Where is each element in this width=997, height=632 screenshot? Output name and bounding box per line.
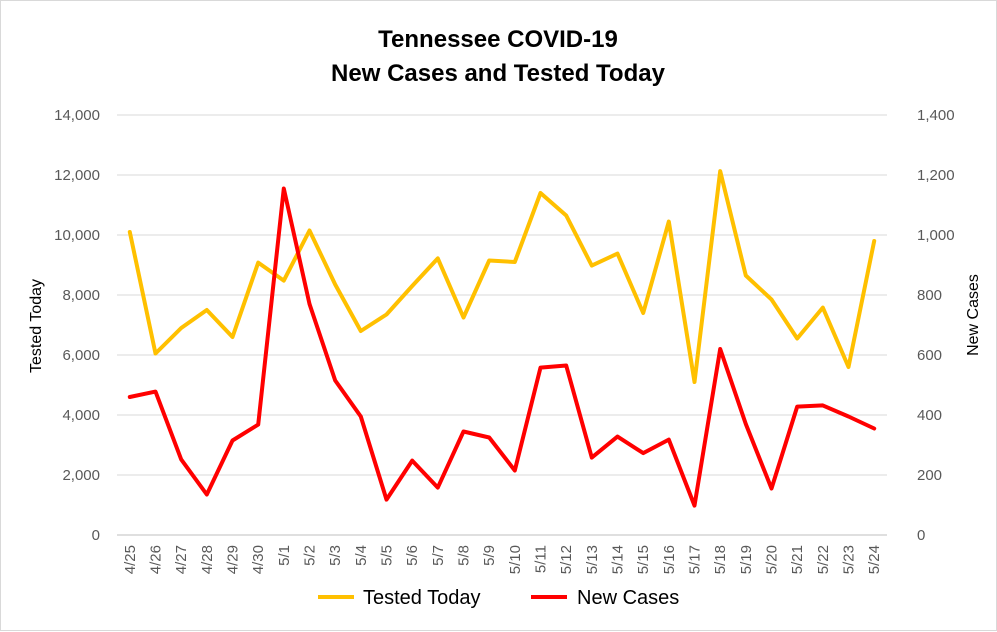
x-tick-label: 5/13 — [584, 545, 601, 574]
y-left-axis-title: Tested Today — [28, 279, 45, 373]
legend-label-tested-today: Tested Today — [363, 587, 481, 609]
x-tick-label: 5/22 — [815, 545, 832, 574]
x-tick-label: 5/3 — [327, 545, 344, 566]
y-right-tick-label: 200 — [917, 467, 942, 484]
x-tick-label: 4/26 — [148, 545, 165, 574]
x-tick-label: 5/20 — [764, 545, 781, 574]
y-right-tick-label: 400 — [917, 407, 942, 424]
legend-label-new-cases: New Cases — [577, 587, 679, 609]
y-right-tick-label: 0 — [917, 527, 925, 544]
x-tick-label: 5/21 — [789, 545, 806, 574]
x-tick-label: 5/8 — [456, 545, 473, 566]
x-tick-label: 5/2 — [302, 545, 319, 566]
x-tick-label: 4/30 — [250, 545, 267, 574]
x-tick-label: 5/6 — [404, 545, 421, 566]
x-tick-label: 5/7 — [430, 545, 447, 566]
x-tick-label: 5/14 — [610, 545, 627, 574]
x-tick-label: 4/25 — [122, 545, 139, 574]
x-tick-label: 5/17 — [687, 545, 704, 574]
y-left-tick-label: 12,000 — [54, 167, 100, 184]
series-line-new-cases — [127, 186, 877, 508]
x-tick-label: 4/27 — [173, 545, 190, 574]
x-tick-label: 5/16 — [661, 545, 678, 574]
y-left-tick-label: 14,000 — [54, 107, 100, 124]
x-tick-label: 5/9 — [481, 545, 498, 566]
y-left-tick-label: 6,000 — [62, 347, 100, 364]
x-tick-label: 5/19 — [738, 545, 755, 574]
y-right-axis-title: New Cases — [965, 274, 982, 356]
y-right-tick-label: 1,200 — [917, 167, 955, 184]
y-left-tick-label: 4,000 — [62, 407, 100, 424]
x-tick-label: 5/24 — [866, 545, 883, 574]
y-right-tick-label: 1,000 — [917, 227, 955, 244]
y-right-tick-label: 1,400 — [917, 107, 955, 124]
x-tick-label: 5/1 — [276, 545, 293, 566]
x-tick-label: 5/5 — [379, 545, 396, 566]
x-tick-label: 4/29 — [225, 545, 242, 574]
x-tick-label: 5/18 — [712, 545, 729, 574]
y-left-tick-label: 8,000 — [62, 287, 100, 304]
x-tick-label: 5/15 — [635, 545, 652, 574]
y-left-tick-label: 0 — [92, 527, 100, 544]
series-line-tested-today — [127, 169, 877, 384]
x-tick-label: 4/28 — [199, 545, 216, 574]
x-tick-label: 5/11 — [533, 545, 550, 573]
y-left-tick-label: 2,000 — [62, 467, 100, 484]
y-right-tick-label: 800 — [917, 287, 942, 304]
x-tick-label: 5/12 — [558, 545, 575, 574]
y-right-tick-label: 600 — [917, 347, 942, 364]
x-tick-label: 5/4 — [353, 545, 370, 566]
y-left-tick-label: 10,000 — [54, 227, 100, 244]
chart-title-line-1: Tennessee COVID-19 — [378, 26, 618, 53]
chart-title-line-2: New Cases and Tested Today — [331, 60, 666, 87]
x-tick-label: 5/23 — [841, 545, 858, 574]
x-tick-label: 5/10 — [507, 545, 524, 574]
